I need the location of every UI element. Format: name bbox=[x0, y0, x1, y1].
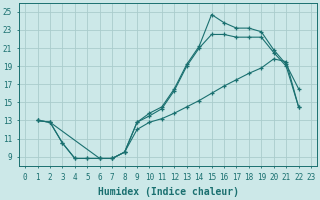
X-axis label: Humidex (Indice chaleur): Humidex (Indice chaleur) bbox=[98, 187, 239, 197]
